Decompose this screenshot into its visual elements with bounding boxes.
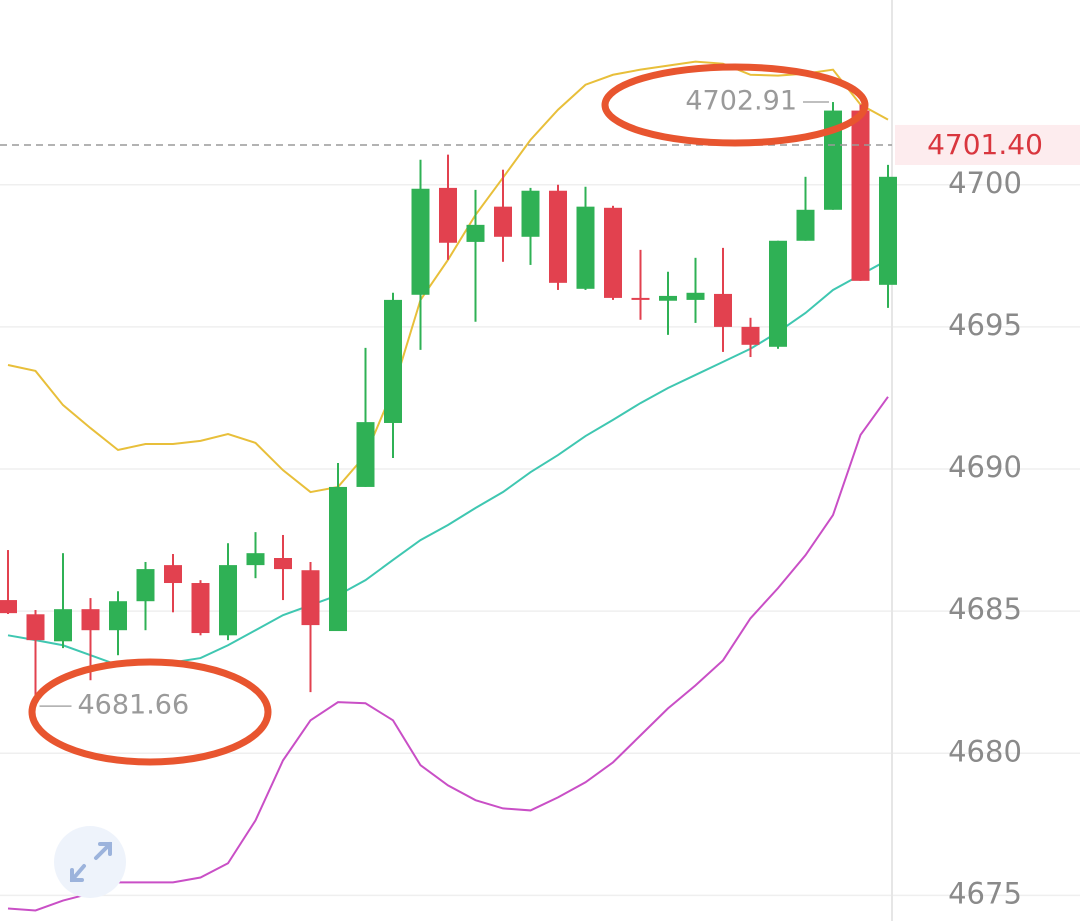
candle-body <box>81 609 100 631</box>
candle-body <box>521 190 540 237</box>
grid: 4675 4680 4685 4690 4695 4700 <box>0 166 1080 910</box>
candle-body <box>219 565 237 636</box>
highlight-ellipse <box>28 658 272 766</box>
highlight-ellipse <box>601 63 869 147</box>
expand-icon[interactable] <box>70 842 112 882</box>
candle-body <box>769 240 787 347</box>
candle-body <box>301 570 320 626</box>
candles <box>0 102 897 707</box>
candle-body <box>466 224 485 242</box>
candle-body <box>439 187 457 243</box>
candle-body <box>384 299 402 423</box>
y-tick-label: 4675 <box>948 876 1022 910</box>
candle-body <box>549 190 567 283</box>
candle-body <box>604 207 622 298</box>
y-tick-label: 4695 <box>948 308 1022 342</box>
candle-body <box>136 569 155 602</box>
y-tick-label: 4680 <box>948 734 1022 768</box>
candle-body <box>879 176 897 285</box>
candle-body <box>246 553 265 566</box>
candle-body <box>191 583 210 634</box>
expand-button-bg[interactable] <box>54 826 126 898</box>
candle-body <box>26 614 45 641</box>
y-tick-label: 4685 <box>948 592 1022 626</box>
candle-body <box>164 565 182 584</box>
candle-body <box>824 110 842 210</box>
min-marker-label: 4681.66 <box>78 690 190 721</box>
max-marker-label: 4702.91 <box>685 86 797 117</box>
candle-body <box>741 326 760 345</box>
candle-body <box>631 297 650 300</box>
y-tick-label: 4700 <box>948 166 1022 200</box>
candle-body <box>851 110 870 281</box>
candle-body <box>659 295 677 301</box>
candle-body <box>686 292 705 300</box>
overlay: 4701.40 4702.91 4681.66 <box>0 86 1080 721</box>
last-price-bg <box>895 124 1080 165</box>
candle-body <box>356 422 375 487</box>
candle-body <box>494 206 512 237</box>
candle-body <box>714 293 732 327</box>
band-line <box>7 396 889 912</box>
candle-body <box>576 206 595 289</box>
candle-body <box>54 609 72 642</box>
candle-body <box>796 209 815 241</box>
candle-body <box>0 600 17 614</box>
candle-body <box>329 486 347 632</box>
candle-body <box>274 558 292 570</box>
last-price-label: 4701.40 <box>927 128 1043 161</box>
expand-button[interactable] <box>54 826 126 898</box>
band-line <box>7 60 889 494</box>
candle-body <box>109 601 127 631</box>
candle-body <box>411 188 430 295</box>
y-tick-label: 4690 <box>948 450 1022 484</box>
